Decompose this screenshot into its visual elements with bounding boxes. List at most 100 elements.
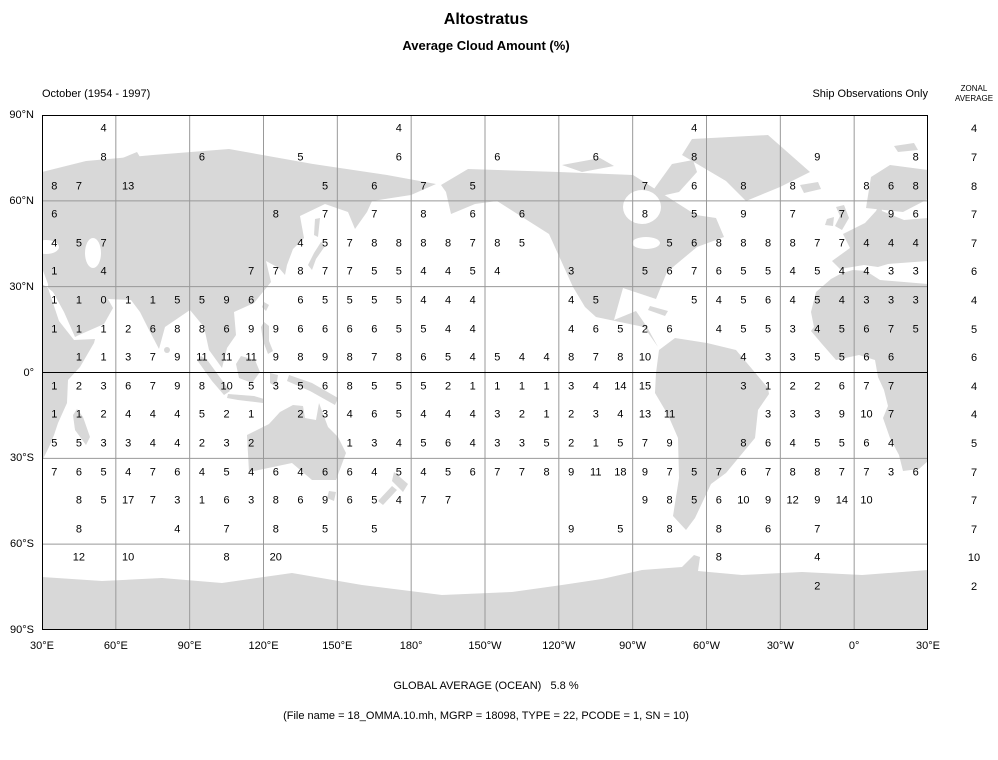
cloud-amount-value: 1 bbox=[100, 351, 107, 364]
observations-label: Ship Observations Only bbox=[812, 88, 928, 100]
cloud-amount-value: 6 bbox=[888, 351, 895, 364]
cloud-amount-value: 5 bbox=[371, 523, 378, 536]
cloud-amount-value: 8 bbox=[51, 180, 58, 193]
cloud-amount-value: 1 bbox=[100, 323, 107, 336]
cloud-amount-value: 6 bbox=[321, 380, 329, 393]
cloud-amount-value: 5 bbox=[740, 294, 747, 307]
cloud-amount-value: 9 bbox=[764, 494, 772, 507]
landmass-ireland bbox=[825, 217, 834, 226]
cloud-amount-value: 3 bbox=[568, 265, 575, 278]
figure-subtitle: Average Cloud Amount (%) bbox=[402, 38, 570, 53]
cloud-amount-value: 8 bbox=[691, 151, 698, 164]
zonal-average-column: 4 7 8 7 7 6 4 5 6 4 4 5 7 7 7 10 2 bbox=[950, 115, 998, 630]
lat-tick-label: 0° bbox=[23, 366, 34, 379]
cloud-amount-value: 13 bbox=[638, 408, 652, 421]
cloud-amount-value: 1 bbox=[75, 351, 82, 364]
cloud-amount-value: 5 bbox=[666, 237, 673, 250]
cloud-amount-value: 8 bbox=[789, 180, 796, 193]
cloud-amount-value: 8 bbox=[568, 351, 575, 364]
cloud-amount-value: 1 bbox=[592, 437, 599, 450]
cloud-amount-value: 5 bbox=[420, 380, 427, 393]
cloud-amount-value: 2 bbox=[100, 408, 107, 421]
cloud-amount-value: 6 bbox=[666, 323, 673, 336]
cloud-amount-value: 7 bbox=[248, 265, 255, 278]
cloud-amount-value: 7 bbox=[715, 466, 722, 479]
cloud-amount-value: 5 bbox=[814, 294, 821, 307]
cloud-amount-value: 4 bbox=[863, 265, 870, 278]
cloud-amount-value: 5 bbox=[223, 466, 230, 479]
cloud-amount-value: 6 bbox=[863, 323, 870, 336]
cloud-amount-value: 1 bbox=[51, 265, 58, 278]
cloud-amount-value: 6 bbox=[863, 351, 870, 364]
landmass-arctic-islands-west bbox=[562, 158, 614, 172]
cloud-amount-value: 10 bbox=[860, 494, 873, 507]
cloud-amount-value: 9 bbox=[814, 494, 821, 507]
cloud-amount-value: 2 bbox=[75, 380, 82, 393]
cloud-amount-value: 8 bbox=[75, 494, 82, 507]
cloud-amount-value: 4 bbox=[445, 408, 452, 421]
cloud-amount-value: 3 bbox=[518, 437, 525, 450]
cloud-amount-value: 5 bbox=[691, 208, 698, 221]
cloud-amount-value: 6 bbox=[395, 151, 402, 164]
cloud-amount-value: 6 bbox=[297, 494, 304, 507]
cloud-amount-value: 5 bbox=[469, 180, 476, 193]
cloud-amount-value: 5 bbox=[395, 294, 402, 307]
world-map bbox=[42, 115, 928, 630]
cloud-amount-value: 4 bbox=[174, 523, 181, 536]
cloud-amount-value: 6 bbox=[321, 466, 329, 479]
landmass-greenland bbox=[682, 135, 810, 201]
zonal-average-value: 4 bbox=[970, 294, 978, 307]
cloud-amount-value: 20 bbox=[269, 551, 282, 564]
landmass-sakhalin bbox=[314, 218, 320, 237]
cloud-amount-value: 1 bbox=[149, 294, 156, 307]
cloud-amount-value: 0 bbox=[100, 294, 107, 307]
cloud-amount-value: 6 bbox=[863, 437, 870, 450]
cloud-amount-value: 8 bbox=[789, 466, 796, 479]
cloud-amount-value: 5 bbox=[641, 265, 649, 278]
cloud-amount-value: 5 bbox=[814, 265, 821, 278]
landmass-svalbard bbox=[894, 143, 918, 152]
cloud-amount-value: 6 bbox=[371, 408, 378, 421]
cloud-amount-value: 3 bbox=[789, 351, 796, 364]
cloud-amount-value: 12 bbox=[786, 494, 799, 507]
cloud-amount-value: 5 bbox=[346, 294, 353, 307]
cloud-amount-value: 4 bbox=[125, 466, 132, 479]
cloud-amount-value: 5 bbox=[321, 294, 329, 307]
cloud-amount-value: 7 bbox=[494, 466, 501, 479]
zonal-average-value: 7 bbox=[970, 466, 978, 479]
cloud-amount-value: 4 bbox=[543, 351, 550, 364]
cloud-amount-value: 3 bbox=[740, 380, 747, 393]
cloud-amount-value: 8 bbox=[814, 466, 821, 479]
cloud-amount-value: 1 bbox=[543, 408, 550, 421]
cloud-amount-value: 4 bbox=[174, 408, 181, 421]
cloud-amount-value: 3 bbox=[125, 437, 132, 450]
cloud-amount-value: 4 bbox=[445, 323, 452, 336]
cloud-amount-value: 6 bbox=[715, 265, 722, 278]
cloud-amount-value: 7 bbox=[420, 494, 427, 507]
cloud-amount-value: 14 bbox=[835, 494, 848, 507]
cloud-amount-value: 7 bbox=[346, 265, 353, 278]
cloud-amount-value: 7 bbox=[691, 265, 698, 278]
cloud-amount-value: 6 bbox=[912, 208, 919, 221]
cloud-amount-value: 2 bbox=[641, 323, 649, 336]
cloud-amount-value: 3 bbox=[568, 380, 575, 393]
cloud-amount-value: 6 bbox=[174, 466, 181, 479]
cloud-amount-value: 1 bbox=[198, 494, 206, 507]
cloud-amount-value: 2 bbox=[568, 408, 575, 421]
lon-tick-label: 120°E bbox=[248, 640, 279, 652]
cloud-amount-value: 4 bbox=[248, 466, 255, 479]
cloud-amount-value: 4 bbox=[149, 437, 156, 450]
cloud-amount-value: 4 bbox=[814, 551, 821, 564]
cloud-amount-value: 3 bbox=[272, 380, 279, 393]
cloud-amount-value: 5 bbox=[371, 294, 378, 307]
cloud-amount-value: 8 bbox=[912, 180, 919, 193]
cloud-amount-value: 5 bbox=[174, 294, 181, 307]
cloud-amount-value: 8 bbox=[740, 180, 747, 193]
cloud-amount-value: 7 bbox=[51, 466, 58, 479]
cloud-amount-value: 13 bbox=[122, 180, 135, 193]
cloud-amount-value: 4 bbox=[912, 237, 919, 250]
cloud-amount-value: 9 bbox=[666, 437, 673, 450]
zonal-average-value: 8 bbox=[970, 180, 978, 193]
cloud-amount-value: 4 bbox=[789, 265, 796, 278]
